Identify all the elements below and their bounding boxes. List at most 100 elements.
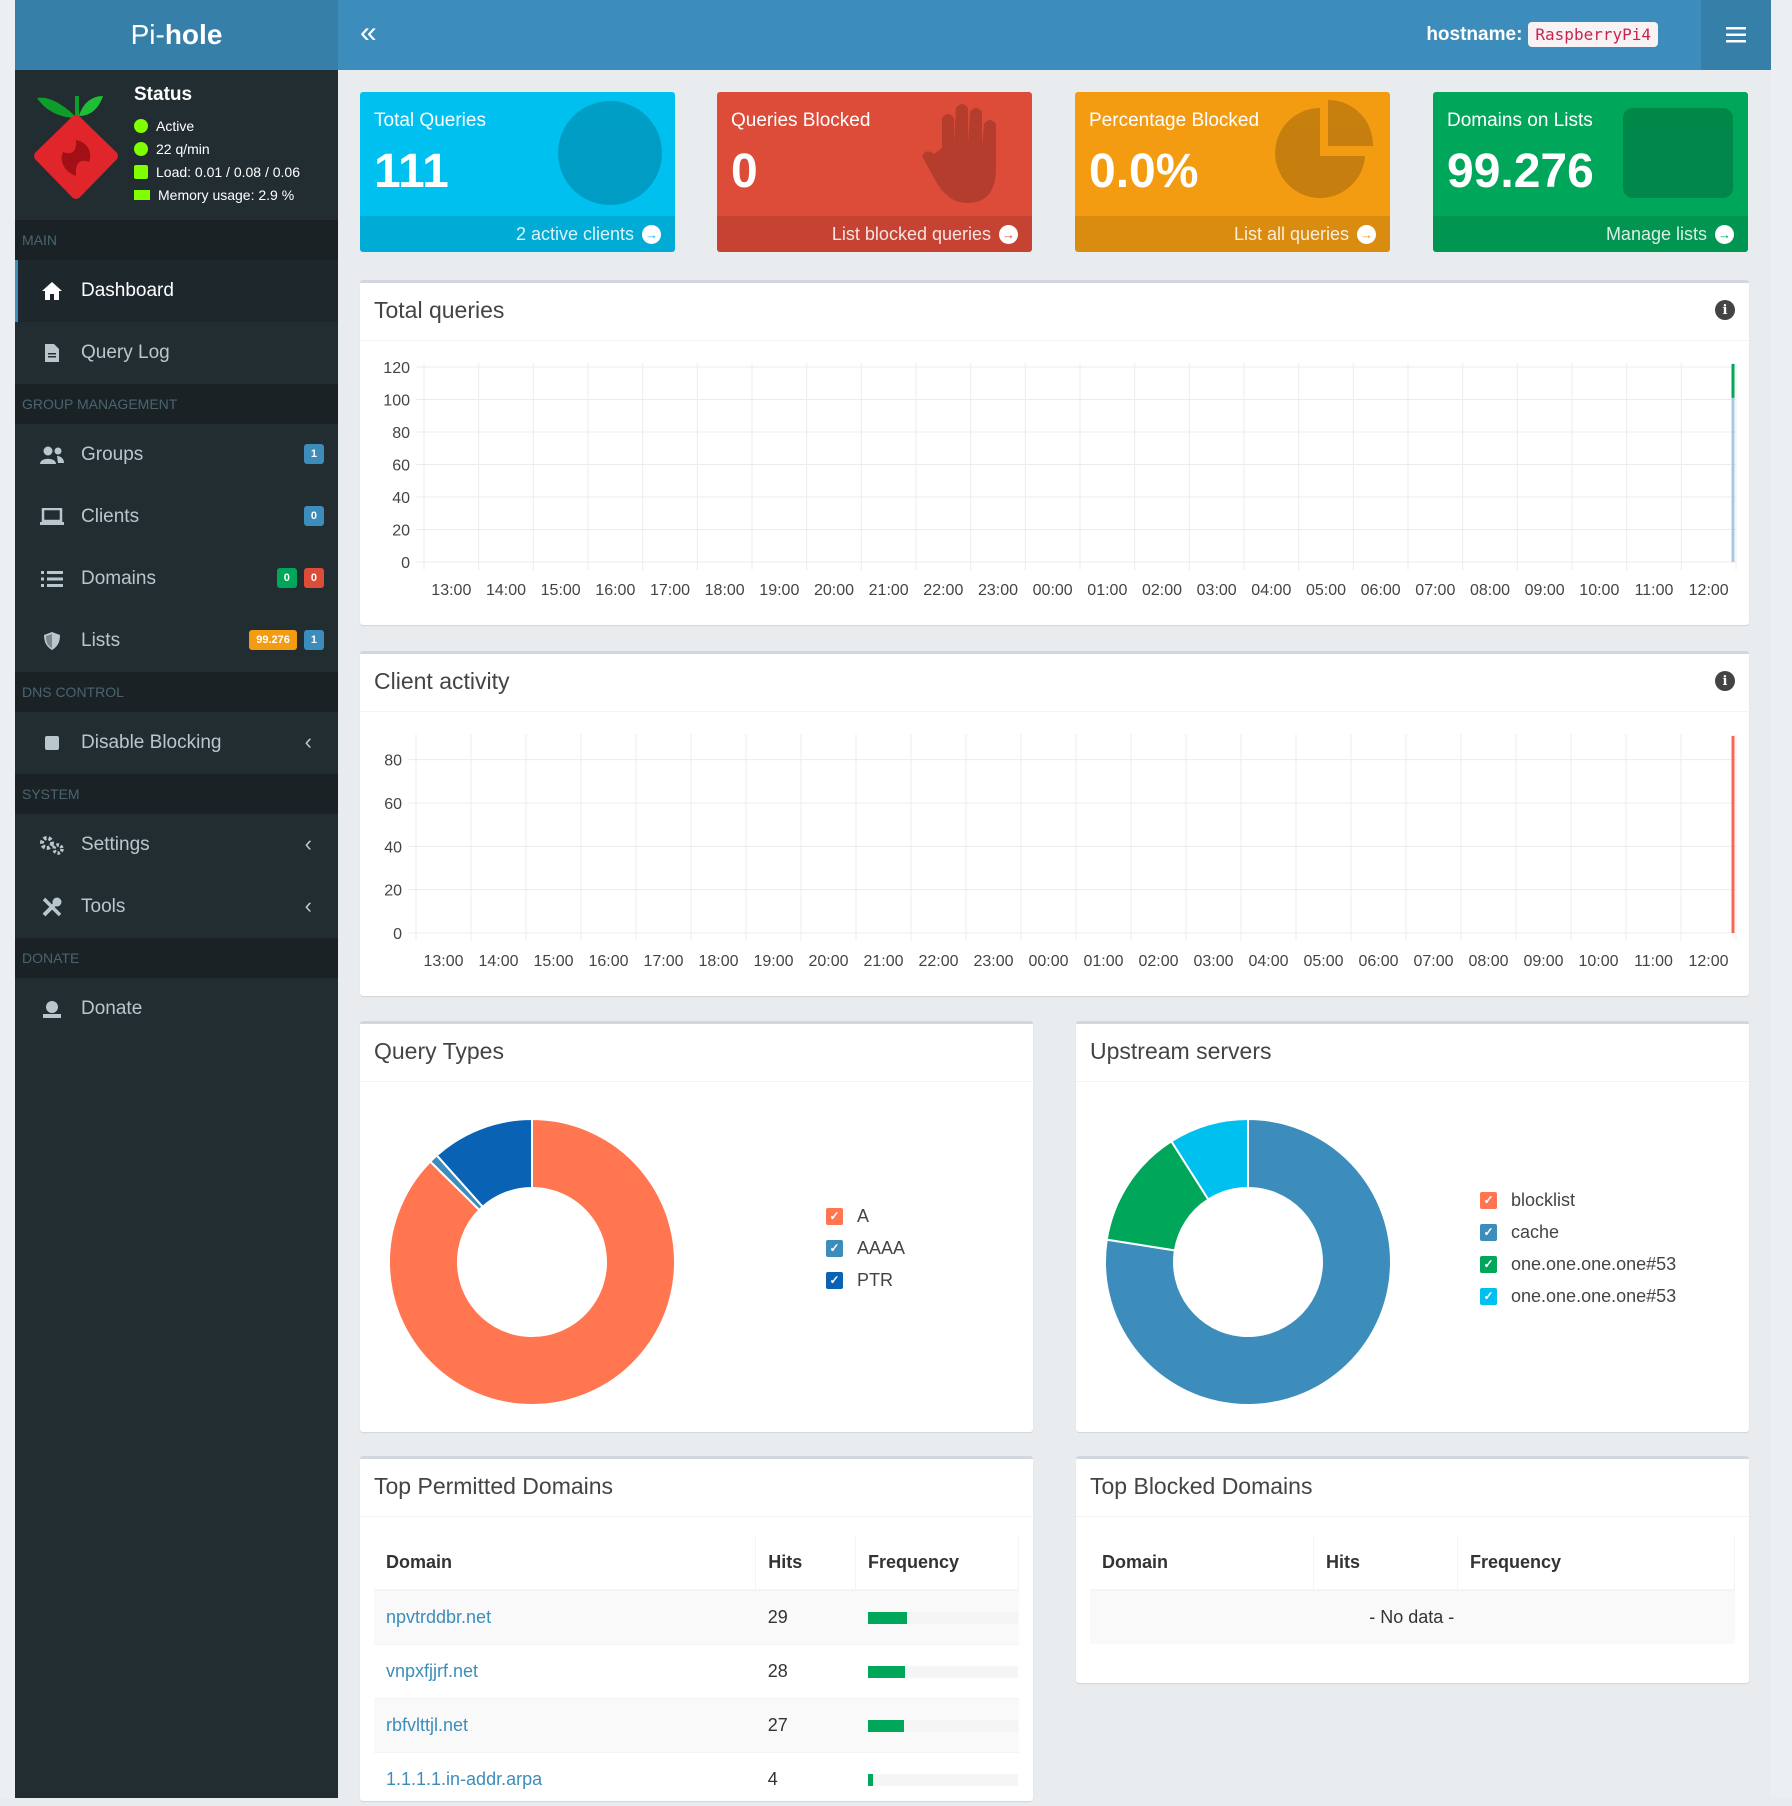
checkbox-icon[interactable]: ✓ [826,1208,843,1225]
blocked-queries-link[interactable]: List blocked queries→ [717,216,1032,252]
menu-icon[interactable] [1701,0,1771,70]
sidebar-item-dashboard[interactable]: Dashboard [15,260,338,322]
sidebar-item-label: Dashboard [81,280,174,302]
y-tick-label: 40 [392,490,410,507]
legend-label: PTR [857,1270,893,1291]
app-logo[interactable]: Pi-hole [15,0,338,70]
section-dns-control: DNS CONTROL [15,672,338,712]
checkbox-icon[interactable]: ✓ [826,1240,843,1257]
denied-domains-badge: 0 [304,568,324,588]
sidebar-item-label: Groups [81,444,143,466]
x-tick-label: 12:00 [1688,953,1728,970]
x-tick-label: 06:00 [1361,582,1401,599]
x-tick-label: 21:00 [863,953,903,970]
sidebar-item-tools[interactable]: Tools ‹ [15,876,338,938]
checkbox-icon[interactable]: ✓ [1480,1192,1497,1209]
memory-icon [134,190,150,200]
home-icon [39,281,65,301]
checkbox-icon[interactable]: ✓ [826,1272,843,1289]
x-tick-label: 20:00 [808,953,848,970]
list-icon [39,570,65,588]
y-tick-label: 120 [383,360,410,377]
allowed-domains-badge: 0 [277,568,297,588]
sidebar-item-querylog[interactable]: Query Log [15,322,338,384]
panel-title: Top Blocked Domains [1090,1473,1312,1500]
chevron-left-icon: ‹ [305,831,312,857]
domain-link[interactable]: npvtrddbr.net [386,1607,491,1627]
sidebar-item-label: Domains [81,568,156,590]
status-panel: Status Active 22 q/min Load: 0.01 / 0.08… [15,70,338,220]
stat-value: 111 [374,144,449,199]
top-permitted-panel: Top Permitted Domains Domain Hits Freque… [360,1456,1033,1801]
col-domain: Domain [1090,1535,1314,1590]
section-group-management: GROUP MANAGEMENT [15,384,338,424]
domain-link[interactable]: 1.1.1.1.in-addr.arpa [386,1769,542,1789]
top-blocked-table: Domain Hits Frequency - No data - [1090,1535,1735,1644]
sidebar-toggle-icon[interactable]: « [360,18,377,48]
arrow-right-icon: → [642,225,661,244]
legend-item[interactable]: ✓one.one.one.one#53 [1480,1280,1676,1312]
pie-chart-icon [1270,98,1380,208]
info-icon[interactable]: i [1715,300,1735,320]
legend-item[interactable]: ✓A [826,1200,905,1232]
x-tick-label: 11:00 [1634,953,1673,970]
sidebar-item-settings[interactable]: Settings ‹ [15,814,338,876]
status-qpm: 22 q/min [156,141,210,157]
x-tick-label: 07:00 [1415,582,1455,599]
manage-lists-link[interactable]: Manage lists→ [1433,216,1748,252]
stop-icon [39,735,65,751]
sidebar-item-lists[interactable]: Lists 99.276 1 [15,610,338,672]
query-types-legend: ✓A✓AAAA✓PTR [826,1200,905,1296]
rate-icon [134,142,148,156]
cpu-icon [134,165,148,179]
legend-item[interactable]: ✓ PTR [826,1264,905,1296]
shield-icon [39,631,65,651]
sidebar-item-clients[interactable]: Clients 0 [15,486,338,548]
panel-title: Query Types [374,1038,504,1065]
domain-link[interactable]: vnpxfjjrf.net [386,1661,478,1681]
legend-label: A [857,1206,869,1227]
top-navbar: « hostname: RaspberryPi4 [338,0,1771,70]
sidebar-item-domains[interactable]: Domains 0 0 [15,548,338,610]
legend-item[interactable]: ✓blocklist [1480,1184,1676,1216]
arrow-right-icon: → [1715,225,1734,244]
all-queries-link[interactable]: List all queries→ [1075,216,1390,252]
info-icon[interactable]: i [1715,671,1735,691]
hits-value: 29 [756,1590,856,1645]
sidebar-item-label: Query Log [81,342,170,364]
clients-count-badge: 0 [304,506,324,526]
col-domain: Domain [374,1535,756,1590]
sidebar-item-donate[interactable]: Donate [15,978,338,1040]
stat-footer: List all queries [1234,224,1349,245]
sidebar-item-disable-blocking[interactable]: Disable Blocking ‹ [15,712,338,774]
x-tick-label: 21:00 [869,582,909,599]
y-tick-label: 80 [384,753,402,770]
legend-item[interactable]: ✓one.one.one.one#53 [1480,1248,1676,1280]
x-tick-label: 23:00 [973,953,1013,970]
legend-item[interactable]: ✓cache [1480,1216,1676,1248]
sidebar-item-label: Clients [81,506,139,528]
legend-item[interactable]: ✓AAAA [826,1232,905,1264]
list-alt-icon [1618,98,1738,208]
checkbox-icon[interactable]: ✓ [1480,1256,1497,1273]
x-tick-label: 13:00 [431,582,471,599]
frequency-bar [868,1774,1018,1786]
active-status-icon [134,119,148,133]
x-tick-label: 04:00 [1251,582,1291,599]
window-right-edge [1771,0,1792,1798]
domain-link[interactable]: rbfvlttjl.net [386,1715,468,1735]
checkbox-icon[interactable]: ✓ [1480,1224,1497,1241]
x-tick-label: 13:00 [423,953,463,970]
sidebar-item-groups[interactable]: Groups 1 [15,424,338,486]
checkbox-icon[interactable]: ✓ [1480,1288,1497,1305]
active-clients-link[interactable]: 2 active clients→ [360,216,675,252]
x-tick-label: 14:00 [478,953,518,970]
section-donate: DONATE [15,938,338,978]
x-tick-label: 06:00 [1358,953,1398,970]
y-tick-label: 60 [384,796,402,813]
x-tick-label: 12:00 [1689,582,1729,599]
x-tick-label: 10:00 [1579,582,1619,599]
